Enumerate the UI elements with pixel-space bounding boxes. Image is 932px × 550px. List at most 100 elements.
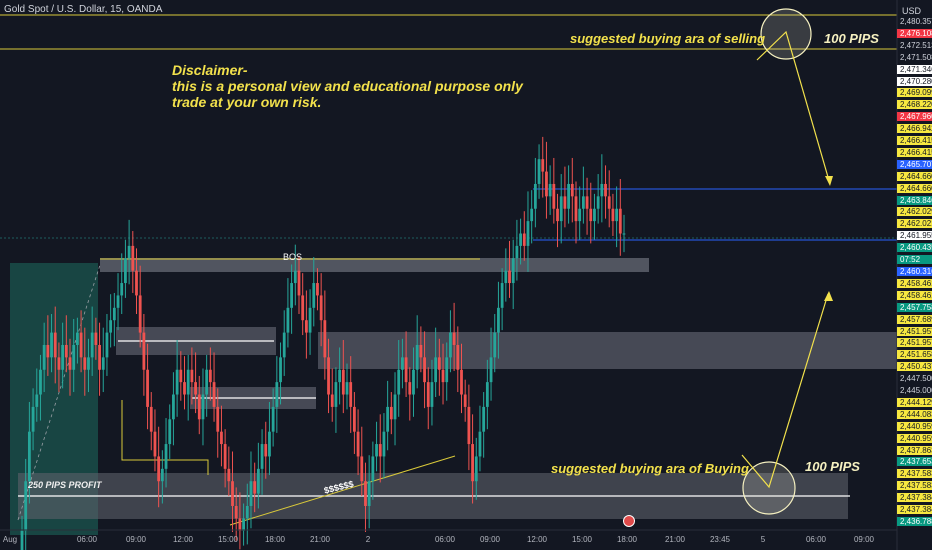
- candle-body: [138, 295, 142, 333]
- candle-body: [297, 270, 301, 296]
- candle-body: [245, 505, 249, 519]
- candle-body: [223, 444, 227, 469]
- candle-body: [552, 183, 556, 209]
- candle-body: [323, 320, 327, 358]
- price-tick-label: 2,451.957: [897, 338, 932, 348]
- candle-body: [39, 369, 42, 395]
- candle-body: [530, 208, 534, 222]
- candle-body: [467, 406, 471, 445]
- candle-body: [83, 357, 87, 370]
- candle-body: [275, 382, 279, 407]
- candle-body: [87, 357, 90, 370]
- price-tick-label: 2,437.653: [897, 457, 932, 467]
- time-tick-label: 09:00: [853, 535, 875, 544]
- profit-label: 250 PIPS PROFIT: [28, 480, 102, 490]
- candle-body: [75, 332, 79, 345]
- candle-body: [375, 444, 378, 457]
- sell-zone-label: suggested buying ara of selling: [570, 31, 766, 46]
- price-tick-label: 2,457.758: [897, 302, 932, 312]
- price-tick-label: 2,460.435: [897, 243, 932, 253]
- candle-body: [485, 382, 489, 407]
- candle-body: [463, 394, 467, 407]
- buy-pips-label: 100 PIPS: [805, 459, 860, 474]
- candle-body: [308, 307, 312, 333]
- candle-body: [212, 382, 216, 407]
- price-tick-label: 2,437.863: [897, 445, 932, 455]
- currency-label[interactable]: USD: [902, 6, 922, 16]
- candle-body: [415, 344, 419, 370]
- price-tick-label: 2,447.500: [900, 374, 932, 384]
- candle-body: [593, 208, 596, 222]
- time-tick-label: Aug: [2, 535, 18, 544]
- candle-body: [423, 357, 426, 383]
- candle-body: [231, 481, 234, 506]
- candle-body: [456, 344, 460, 370]
- candle-body: [615, 208, 619, 222]
- candle-body: [404, 357, 408, 383]
- candle-body: [94, 332, 98, 345]
- candle-body: [286, 307, 290, 333]
- candle-body: [430, 382, 434, 407]
- sell-pips-label: 100 PIPS: [824, 31, 879, 46]
- price-tick-label: 2,469.099: [897, 88, 932, 98]
- disclaimer-text: Disclaimer- this is a personal view and …: [172, 62, 523, 110]
- buy-arrow-head: [824, 291, 833, 301]
- candle-body: [57, 357, 61, 370]
- time-tick-label: 15:00: [217, 535, 239, 544]
- candle-body: [497, 307, 500, 333]
- candle-body: [515, 245, 519, 259]
- candle-body: [412, 369, 415, 395]
- symbol-title[interactable]: Gold Spot / U.S. Dollar, 15, OANDA: [4, 4, 163, 15]
- candle-body: [378, 444, 382, 457]
- price-tick-label: 2,436.788: [897, 517, 932, 526]
- price-tick-label: 2,465.707: [897, 159, 932, 169]
- price-tick-label: 2,437.583: [897, 481, 932, 491]
- candle-body: [600, 183, 604, 197]
- candle-body: [607, 196, 611, 209]
- candle-body: [179, 369, 183, 383]
- candle-body: [24, 481, 28, 531]
- time-tick-label: 18:00: [264, 535, 286, 544]
- candle-body: [260, 444, 264, 469]
- candle-body: [345, 382, 349, 395]
- candle-body: [160, 468, 164, 482]
- candle-body: [183, 382, 186, 395]
- bos-label: BOS: [283, 252, 303, 262]
- candle-body: [256, 468, 260, 494]
- candle-body: [508, 270, 511, 284]
- candle-body: [537, 159, 541, 184]
- price-tick-label: 2,450.437: [897, 362, 932, 372]
- candle-body: [208, 369, 212, 383]
- candle-body: [127, 245, 131, 259]
- candle-body: [157, 456, 161, 482]
- candle-body: [526, 221, 530, 246]
- price-tick-label: 2,440.959: [897, 421, 932, 431]
- candle-body: [408, 382, 412, 395]
- candle-body: [304, 320, 308, 333]
- candle-body: [64, 344, 68, 358]
- candle-body: [98, 344, 101, 370]
- candle-body: [312, 283, 316, 308]
- candle-body: [604, 183, 607, 197]
- candle-body: [449, 332, 452, 358]
- candle-body: [489, 357, 493, 383]
- bos-zone: [100, 258, 649, 272]
- time-tick-label: 18:00: [616, 535, 638, 544]
- candle-body: [282, 332, 286, 358]
- candle-body: [460, 369, 463, 395]
- candle-body: [293, 270, 297, 284]
- candle-body: [504, 270, 508, 284]
- economic-event-icon[interactable]: [623, 515, 635, 527]
- candle-body: [360, 456, 364, 482]
- candle-body: [301, 295, 305, 321]
- price-tick-label: 2,464.660: [897, 183, 932, 193]
- candle-body: [426, 382, 430, 407]
- supply-zone: [318, 332, 898, 369]
- candle-body: [146, 369, 149, 407]
- time-tick-label: 2: [365, 535, 371, 544]
- price-tick-label: 07:52: [897, 255, 932, 265]
- candle-body: [471, 444, 474, 482]
- candle-body: [116, 295, 120, 308]
- price-tick-label: 2,463.846: [897, 195, 932, 205]
